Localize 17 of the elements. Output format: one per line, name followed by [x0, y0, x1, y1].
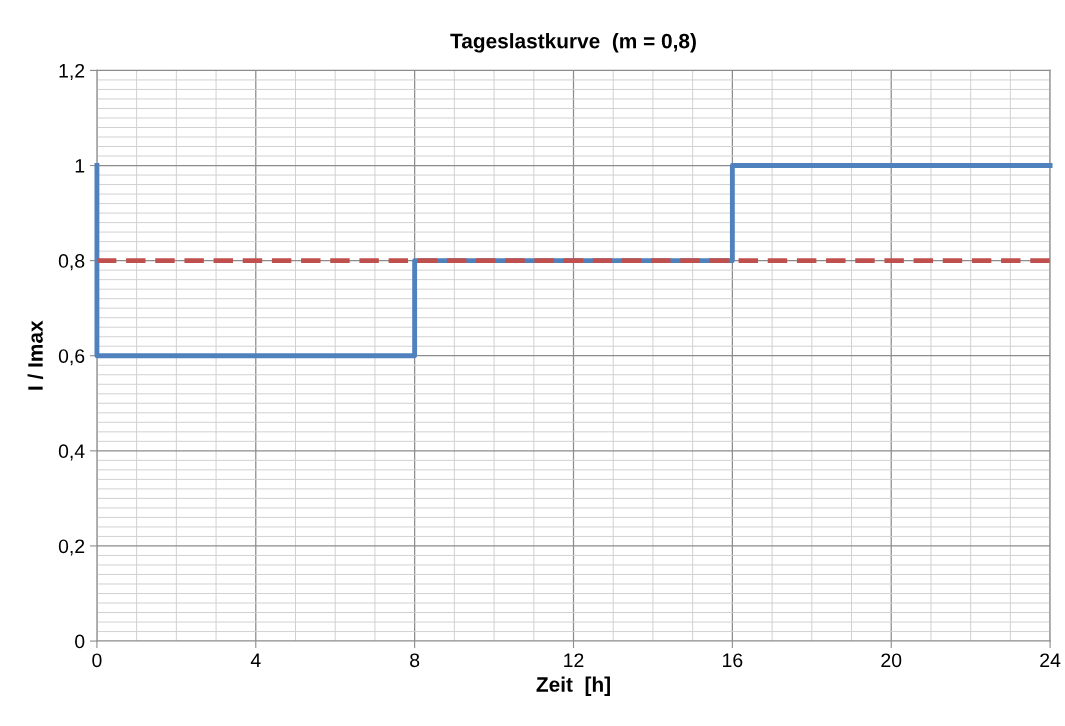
- x-tick-label: 16: [723, 653, 743, 668]
- y-tick-label: 0,8: [58, 254, 85, 271]
- y-tick-label: 1,2: [59, 63, 85, 80]
- x-tick-label: 20: [881, 653, 902, 668]
- x-tick-label: 4: [250, 653, 261, 667]
- y-tick-label: 0,2: [58, 539, 85, 556]
- x-tick-label: 12: [564, 653, 584, 667]
- y-tick-label: 0: [75, 634, 85, 649]
- x-tick-label: 0: [92, 653, 102, 668]
- y-tick-label: 0,4: [58, 444, 85, 461]
- x-tick-label: 8: [410, 653, 420, 668]
- chart-title: Tageslastkurve (m = 0,8): [450, 33, 696, 53]
- x-axis-title: Zeit [h]: [536, 676, 610, 696]
- y-axis-title: I / Imax: [27, 320, 44, 390]
- y-tick-label: 0,6: [58, 349, 85, 366]
- x-tick-label: 24: [1040, 653, 1061, 667]
- y-tick-label: 1: [75, 159, 85, 173]
